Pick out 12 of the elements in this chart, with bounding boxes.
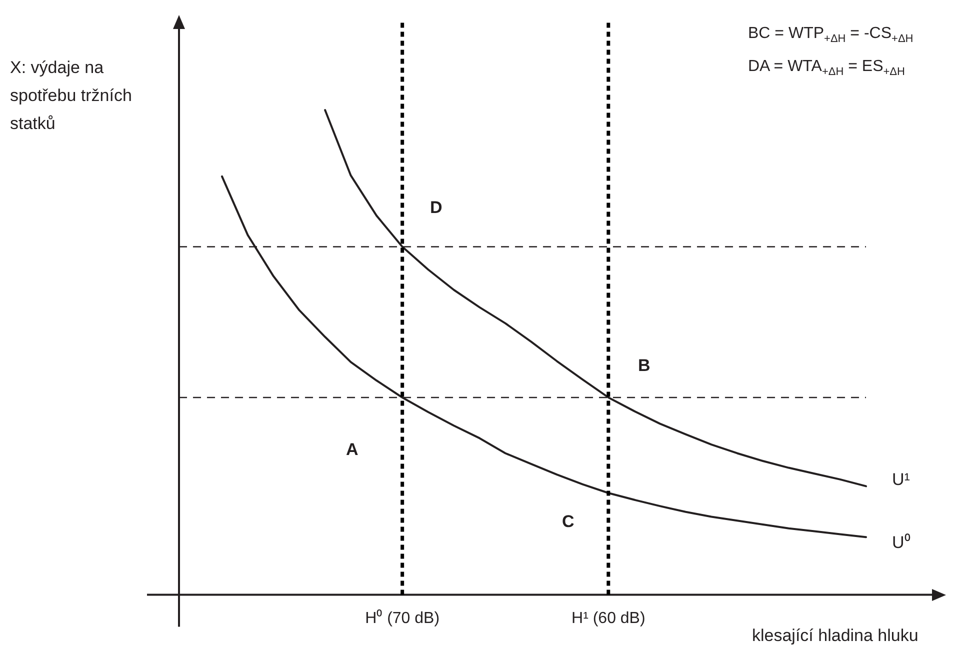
y-axis-title: X: výdaje na spotřebu tržních statků	[10, 57, 133, 135]
annotation: D	[430, 198, 442, 218]
annotation: B	[638, 356, 650, 376]
series-label: U⁰	[892, 532, 910, 552]
annotation: C	[562, 512, 574, 532]
x-tick-label: H¹ (60 dB)	[572, 610, 646, 627]
text: BC = WTP$_{+ΔH}$ = -CS$_{+ΔH}$	[748, 24, 914, 48]
series-label: U¹	[892, 470, 910, 489]
x-axis-title: klesající hladina hluku	[752, 625, 918, 647]
text: DA = WTA$_{+ΔH}$ = ES$_{+ΔH}$	[748, 57, 906, 80]
x-tick-label: H⁰ (70 dB)	[365, 608, 440, 627]
annotation: A	[346, 440, 358, 460]
